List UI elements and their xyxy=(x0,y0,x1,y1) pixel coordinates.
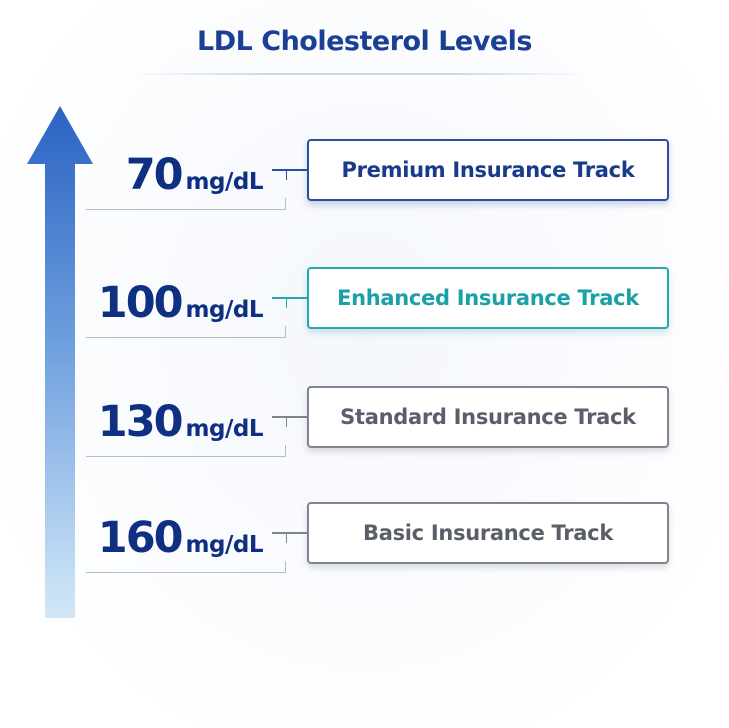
value-underline xyxy=(86,572,286,573)
ldl-value-label: 160 mg/dL xyxy=(97,513,264,563)
value-underline xyxy=(86,456,286,457)
ldl-unit: mg/dL xyxy=(185,416,264,442)
standard-track-box: Standard Insurance Track xyxy=(307,386,669,448)
ldl-unit: mg/dL xyxy=(185,297,264,323)
diagram-title: LDL Cholesterol Levels xyxy=(197,26,532,57)
ldl-value: 130 xyxy=(97,397,184,447)
connector-tick xyxy=(286,298,287,308)
premium-track-box: Premium Insurance Track xyxy=(307,139,669,201)
ldl-unit: mg/dL xyxy=(185,169,264,195)
value-underline-tick xyxy=(285,198,286,210)
ldl-value: 70 xyxy=(125,150,184,200)
value-underline xyxy=(86,337,286,338)
level-row-enhanced: 100 mg/dL Enhanced Insurance Track xyxy=(0,264,729,344)
value-underline-tick xyxy=(285,561,286,573)
ldl-unit: mg/dL xyxy=(185,532,264,558)
ldl-value-label: 130 mg/dL xyxy=(97,397,264,447)
connector-tick xyxy=(286,533,287,543)
connector-tick xyxy=(286,417,287,427)
basic-track-box: Basic Insurance Track xyxy=(307,502,669,564)
connector-line xyxy=(272,416,308,418)
connector-line xyxy=(272,532,308,534)
enhanced-track-box: Enhanced Insurance Track xyxy=(307,267,669,329)
up-arrow-icon xyxy=(27,106,93,618)
connector-tick xyxy=(286,170,287,180)
level-row-premium: 70 mg/dL Premium Insurance Track xyxy=(0,136,729,216)
connector-line xyxy=(272,297,308,299)
value-underline-tick xyxy=(285,326,286,338)
value-underline xyxy=(86,209,286,210)
ldl-value: 160 xyxy=(97,513,184,563)
ldl-value: 100 xyxy=(97,278,184,328)
ldl-value-label: 70 mg/dL xyxy=(125,150,264,200)
title-divider xyxy=(130,73,590,75)
value-underline-tick xyxy=(285,445,286,457)
level-row-standard: 130 mg/dL Standard Insurance Track xyxy=(0,383,729,463)
ldl-value-label: 100 mg/dL xyxy=(97,278,264,328)
level-row-basic: 160 mg/dL Basic Insurance Track xyxy=(0,499,729,579)
connector-line xyxy=(272,169,308,171)
